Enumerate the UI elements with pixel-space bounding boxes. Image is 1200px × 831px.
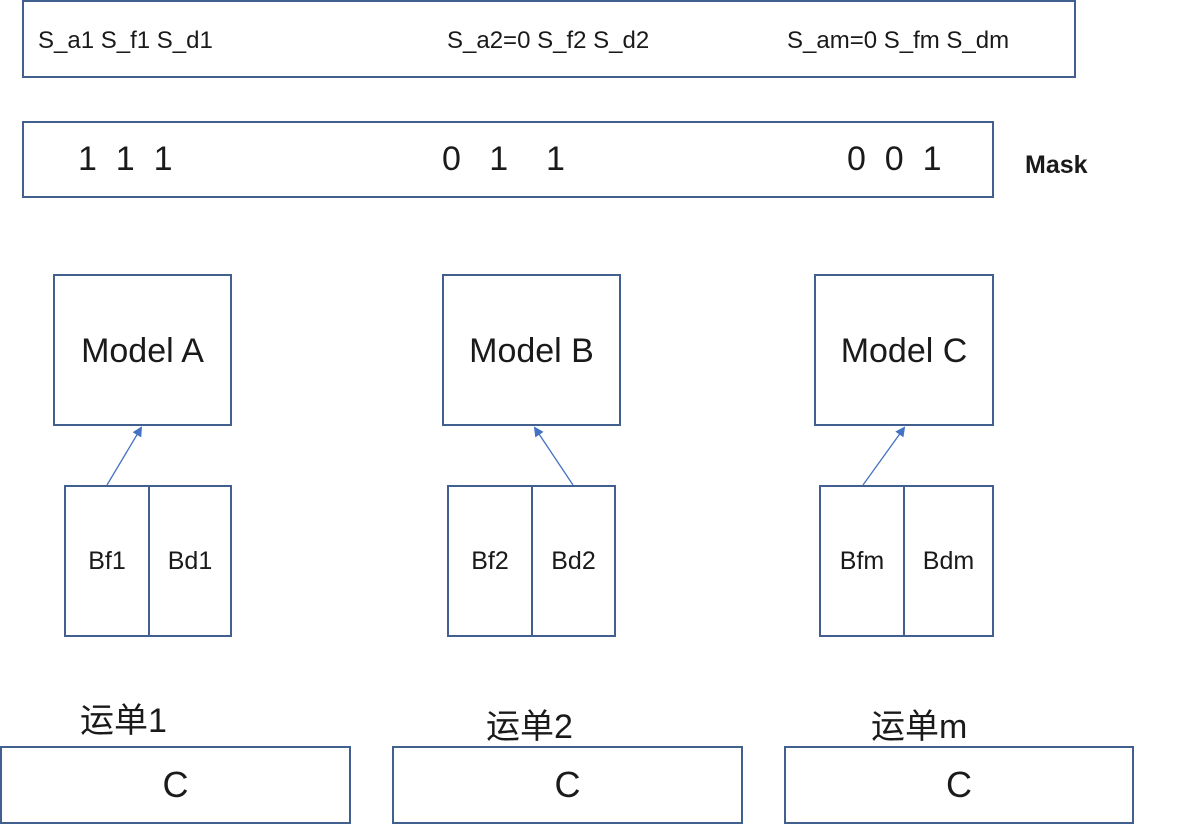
feature-bf2: Bf2	[447, 485, 533, 637]
state-group-1: S_a1 S_f1 S_d1	[38, 27, 213, 54]
output-c-box-2: C	[392, 746, 743, 824]
arrow-bfm-to-model-c	[862, 426, 906, 486]
mask-group-1: 1 1 1	[78, 140, 173, 178]
state-group-2: S_a2=0 S_f2 S_d2	[447, 27, 650, 54]
state-vector-box	[22, 0, 1076, 78]
state-group-3: S_am=0 S_fm S_dm	[787, 27, 1010, 54]
model-a-box: Model A	[53, 274, 232, 426]
feature-bd2: Bd2	[531, 485, 616, 637]
feature-bdm: Bdm	[903, 485, 994, 637]
model-a-label: Model A	[81, 332, 204, 370]
feature-bfm: Bfm	[819, 485, 905, 637]
arrow-bd2-to-model-b	[533, 426, 574, 486]
feature-bf1: Bf1	[64, 485, 150, 637]
mask-label: Mask	[1025, 151, 1088, 179]
order-label-m: 运单m	[871, 708, 968, 746]
model-c-label: Model C	[840, 332, 968, 370]
arrow-bf1-to-model-a	[106, 426, 143, 486]
mask-vector-box	[22, 121, 994, 198]
model-b-box: Model B	[442, 274, 621, 426]
mask-group-3: 0 0 1	[847, 140, 942, 178]
order-label-1: 运单1	[80, 702, 167, 740]
mask-group-2: 0 1 1	[442, 140, 565, 178]
output-c-box-1: C	[0, 746, 351, 824]
order-label-2: 运单2	[486, 708, 573, 746]
feature-bd1: Bd1	[148, 485, 232, 637]
model-b-label: Model B	[469, 332, 594, 370]
model-c-box: Model C	[814, 274, 994, 426]
output-c-box-m: C	[784, 746, 1134, 824]
